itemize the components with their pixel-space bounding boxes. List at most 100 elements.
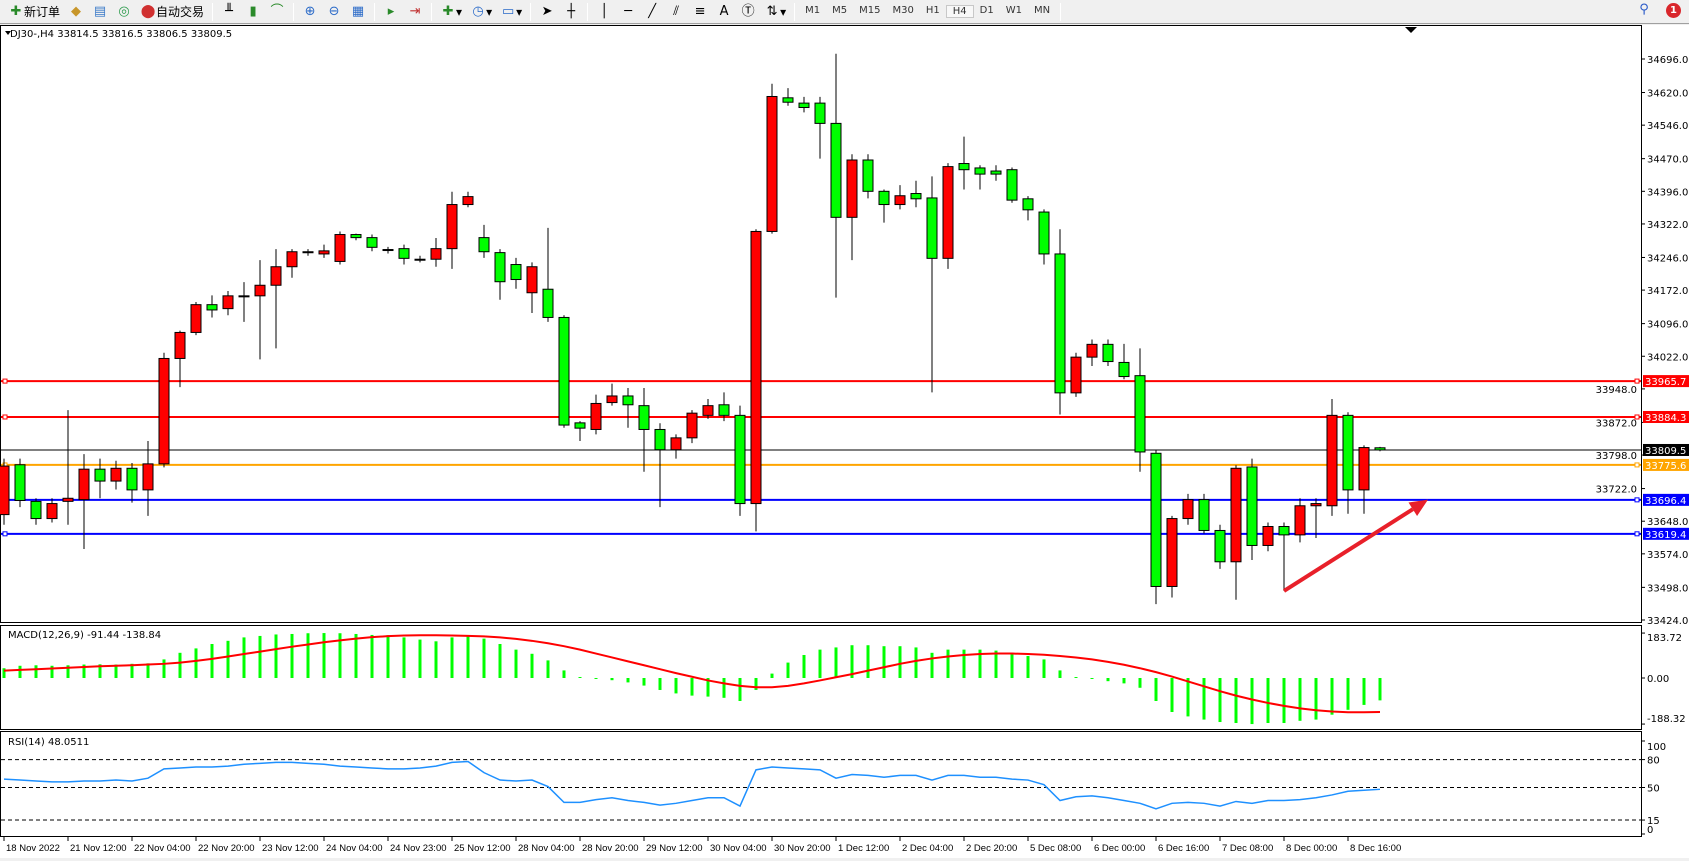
search-icon[interactable]: ⚲ xyxy=(1639,2,1649,17)
candle-body xyxy=(542,288,554,318)
macd-histogram-bar xyxy=(1074,677,1078,678)
line-chart-button[interactable]: ⌒ xyxy=(265,1,289,23)
separator xyxy=(530,2,532,21)
time-tick-label: 8 Dec 16:00 xyxy=(1350,843,1401,854)
candle-body xyxy=(558,316,570,426)
time-tick-label: 2 Dec 04:00 xyxy=(902,843,953,854)
candle xyxy=(1342,412,1354,514)
macd-histogram-bar xyxy=(706,678,710,697)
time-tick-label: 8 Dec 00:00 xyxy=(1286,843,1337,854)
timeframe-m5[interactable]: M5 xyxy=(832,5,848,16)
candle xyxy=(446,191,458,269)
candle-body xyxy=(334,234,346,262)
candle xyxy=(414,255,426,263)
templates-button[interactable]: ▭ ▾ xyxy=(501,3,523,19)
trendline-button[interactable]: ╱ xyxy=(640,1,664,23)
candle-body xyxy=(398,248,410,259)
price-tick-label: 34246.0 xyxy=(1647,253,1688,264)
timeframe-m1[interactable]: M1 xyxy=(805,5,821,16)
navigator-button[interactable]: ◎ xyxy=(112,1,136,23)
crosshair-button[interactable]: ┼ xyxy=(559,1,583,23)
text-label-button[interactable]: Ⓣ xyxy=(736,1,760,23)
timeframe-w1[interactable]: W1 xyxy=(1005,5,1022,16)
arrows-button[interactable]: ⇅ ▾ xyxy=(760,1,790,23)
candle xyxy=(798,96,810,113)
rsi-line xyxy=(3,760,1381,810)
time-tick-label: 2 Dec 20:00 xyxy=(966,843,1017,854)
level-price-label: 33619.4 xyxy=(1645,530,1686,541)
macd-histogram-bar xyxy=(754,678,758,690)
zoom-in-button[interactable]: ⊕ xyxy=(298,1,322,23)
macd-tick-label: 0.00 xyxy=(1647,674,1669,685)
candlestick-button[interactable]: ▮ xyxy=(241,1,265,23)
timeframe-m30[interactable]: M30 xyxy=(892,5,914,16)
candle xyxy=(478,224,490,258)
candle xyxy=(1230,465,1242,600)
time-tick-label: 24 Nov 23:00 xyxy=(390,843,447,854)
level-handle xyxy=(1634,462,1640,468)
candle xyxy=(238,282,250,322)
market-watch-button[interactable]: ◆ xyxy=(64,1,88,23)
candle xyxy=(1038,209,1050,265)
bar-chart-button[interactable]: ╨ xyxy=(217,1,241,23)
timeframe-d1[interactable]: D1 xyxy=(979,5,994,16)
price-tick-label: 34022.0 xyxy=(1647,352,1688,363)
time-tick-label: 21 Nov 12:00 xyxy=(70,843,127,854)
candlestick-icon: ▮ xyxy=(249,3,257,19)
vertical-line-button[interactable]: │ xyxy=(592,1,616,23)
auto-scroll-button[interactable]: ▸ xyxy=(379,1,403,23)
notifications-badge[interactable]: 1 xyxy=(1666,2,1681,18)
chart-header: DJ30-,H4 33814.5 33816.5 33806.5 33809.5 xyxy=(10,29,232,40)
level-price-label: 33809.5 xyxy=(1645,446,1686,457)
time-tick-label: 28 Nov 20:00 xyxy=(582,843,639,854)
macd-histogram-bar xyxy=(1042,659,1046,678)
text-button[interactable]: A xyxy=(712,1,736,23)
chart-shift-button[interactable]: ⇥ xyxy=(403,1,427,23)
data-window-button[interactable]: ▤ xyxy=(88,1,112,23)
candle xyxy=(1374,446,1386,452)
chart-menu-triangle-icon xyxy=(5,31,11,35)
separator xyxy=(794,2,796,21)
new-order-button[interactable]: ✚ 新订单 xyxy=(4,1,64,23)
macd-histogram-bar xyxy=(146,663,150,678)
equidistant-channel-button[interactable]: ⫽ xyxy=(664,1,688,23)
candle-body xyxy=(814,102,826,124)
zoom-out-button[interactable]: ⊖ xyxy=(322,1,346,23)
arrows-icon: ⇅ xyxy=(766,3,778,19)
candle-body xyxy=(798,102,810,109)
macd-signal-line xyxy=(3,634,1381,714)
fibonacci-button[interactable]: ≡ xyxy=(688,1,712,23)
tile-windows-button[interactable]: ▦ xyxy=(346,1,370,23)
timeframe-h4[interactable]: H4 xyxy=(945,5,974,18)
separator xyxy=(431,2,433,21)
macd-histogram-bar xyxy=(898,646,902,678)
level-handle xyxy=(1634,414,1640,420)
candle xyxy=(254,260,266,360)
chart-canvas[interactable]: DJ30-,H4 33814.5 33816.5 33806.5 33809.5… xyxy=(0,25,1689,858)
macd-histogram-bar xyxy=(530,653,534,678)
level-price-badge xyxy=(1643,458,1689,471)
timeframe-m15[interactable]: M15 xyxy=(859,5,881,16)
candle xyxy=(1262,522,1274,552)
candle-body xyxy=(478,237,490,253)
horizontal-line-button[interactable]: ─ xyxy=(616,1,640,23)
cursor-button[interactable]: ➤ xyxy=(535,1,559,23)
candle-body xyxy=(574,422,586,429)
timeframe-h1[interactable]: H1 xyxy=(925,5,940,16)
bar-chart-icon: ╨ xyxy=(225,3,233,19)
periods-button[interactable]: ◷ ▾ xyxy=(466,1,496,23)
indicators-button[interactable]: ✚ ▾ xyxy=(436,1,466,23)
candle-body xyxy=(702,405,714,416)
chart-window[interactable]: DJ30-,H4 33814.5 33816.5 33806.5 33809.5… xyxy=(0,25,1689,858)
auto-trading-button[interactable]: ⬤ 自动交易 xyxy=(140,3,205,20)
rsi-tick-label: 80 xyxy=(1647,756,1660,767)
separator xyxy=(212,2,214,21)
timeframe-mn[interactable]: MN xyxy=(1033,5,1051,16)
candle-body xyxy=(1070,356,1082,394)
macd-histogram-bar xyxy=(66,665,70,678)
candle-body xyxy=(926,197,938,259)
candle-body xyxy=(1118,361,1130,378)
candle-body xyxy=(206,304,218,311)
time-tick-label: 28 Nov 04:00 xyxy=(518,843,575,854)
candle-body xyxy=(654,428,666,451)
